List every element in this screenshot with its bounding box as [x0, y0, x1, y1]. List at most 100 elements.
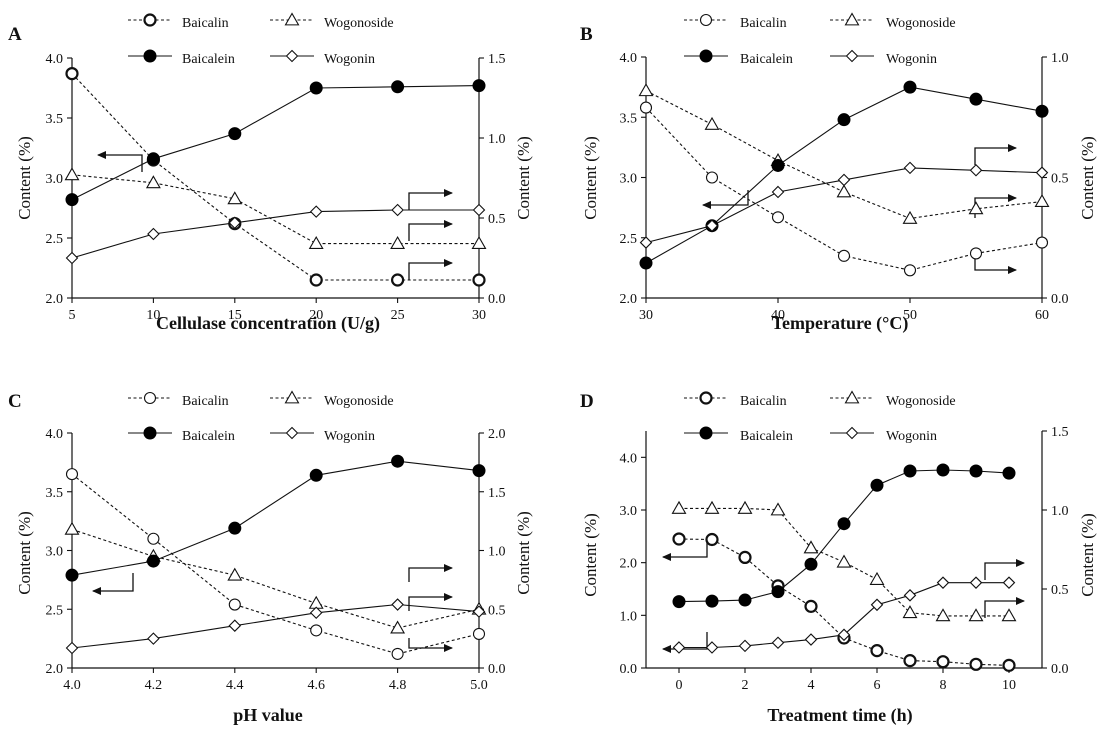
y-axis-label-right-d: Content (%) — [1078, 513, 1097, 597]
marker-wogonin — [147, 227, 160, 241]
marker-baicalin — [771, 211, 785, 224]
series-line-baicalin — [71, 73, 479, 281]
marker-baicalin — [147, 532, 160, 545]
marker-legend-baicalein — [143, 49, 157, 63]
marker-wogonin — [309, 606, 323, 620]
marker-wogonin — [1002, 576, 1016, 589]
marker-baicalin — [228, 598, 241, 611]
x-tick-label: 40 — [771, 308, 785, 323]
marker-wogonin — [65, 251, 79, 265]
marker-wogonoside — [145, 175, 161, 189]
legend-label: Wogonin — [324, 52, 375, 67]
marker-wogonoside — [390, 235, 406, 250]
legend-label: Baicalein — [740, 429, 793, 444]
marker-legend-wogonin — [845, 426, 859, 440]
marker-baicalein — [1035, 104, 1049, 118]
x-tick-label: 30 — [472, 308, 486, 323]
y-tick-label-left: 2.5 — [46, 232, 64, 247]
marker-wogonin — [705, 641, 719, 654]
marker-baicalein — [738, 593, 752, 607]
panel-label-c: C — [8, 391, 22, 412]
y-tick-label-left: 2.5 — [620, 232, 638, 247]
marker-baicalin — [65, 66, 79, 81]
series-line-wogonoside — [645, 90, 1043, 220]
y-axis-label-left-a: Content (%) — [15, 136, 34, 220]
y-axis-label-left-b: Content (%) — [581, 136, 600, 220]
right-axis-arrow — [408, 220, 453, 241]
marker-wogonin — [391, 598, 404, 611]
marker-wogonin — [391, 203, 404, 217]
y-tick-label-left: 3.5 — [46, 112, 64, 127]
marker-wogonin — [472, 203, 486, 217]
y-axis-label-right-b: Content (%) — [1078, 136, 1097, 220]
marker-wogonin — [969, 576, 983, 589]
marker-baicalein — [65, 568, 79, 582]
marker-baicalein — [146, 152, 160, 166]
marker-legend-wogonoside — [844, 12, 860, 26]
marker-baicalein — [903, 80, 917, 94]
marker-legend-baicalin — [699, 391, 713, 405]
marker-wogonoside — [869, 571, 885, 585]
legend-label: Baicalin — [182, 16, 229, 31]
left-axis-arrow — [702, 190, 749, 209]
marker-baicalein — [705, 594, 719, 608]
marker-wogonoside — [836, 184, 852, 198]
marker-wogonoside — [935, 608, 951, 622]
marker-baicalein — [65, 193, 79, 207]
marker-wogonin — [672, 641, 686, 654]
series-line-baicalein — [71, 460, 480, 576]
panel-a: A Baicalin Wogonoside Baicalein Wogonin … — [8, 16, 533, 334]
marker-wogonin — [639, 236, 653, 249]
marker-baicalein — [391, 80, 405, 94]
legend-label: Wogonin — [886, 429, 937, 444]
legend-a: Baicalin Wogonoside Baicalein Wogonin — [182, 16, 394, 67]
y-axis-label-left-c: Content (%) — [15, 511, 34, 595]
x-tick-label: 2 — [742, 678, 749, 693]
marker-wogonoside — [968, 201, 984, 215]
marker-baicalin — [903, 654, 917, 668]
marker-baicalin — [969, 657, 983, 671]
marker-baicalein — [309, 468, 323, 482]
marker-baicalein — [804, 557, 818, 571]
x-axis-label-d: Treatment time (h) — [767, 705, 912, 726]
y-axis-label-left-d: Content (%) — [581, 513, 600, 597]
y-tick-label-right: 0.0 — [1051, 662, 1069, 677]
marker-wogonin — [705, 219, 719, 232]
marker-baicalein — [771, 158, 785, 172]
marker-baicalein — [472, 79, 486, 93]
legend-d: Baicalin Wogonoside Baicalein Wogonin — [740, 394, 956, 444]
marker-baicalin — [837, 249, 851, 262]
x-tick-label: 5 — [69, 308, 76, 323]
marker-wogonin — [228, 619, 242, 632]
x-tick-label: 8 — [940, 678, 947, 693]
marker-wogonin — [903, 589, 917, 602]
marker-wogonoside — [836, 554, 852, 568]
x-axis-label-b: Temperature (°C) — [772, 313, 909, 334]
marker-wogonoside — [1034, 193, 1050, 208]
plot-d: 0 2 4 6 8 10 0.0 1.0 2.0 3.0 4.0 0.0 0.5 1.0 1.5 — [620, 390, 1069, 693]
x-tick-label: 20 — [309, 308, 323, 323]
legend-b: Baicalin Wogonoside Baicalein Wogonin — [740, 16, 956, 67]
y-tick-label-right: 1.5 — [488, 52, 506, 67]
x-tick-label: 10 — [1002, 678, 1016, 693]
marker-wogonoside — [704, 500, 720, 514]
y-tick-label-left: 2.0 — [46, 292, 64, 307]
y-tick-label-left: 3.0 — [620, 172, 638, 187]
panel-c: C Baicalin Wogonoside Baicalein Wogonin … — [8, 391, 533, 725]
marker-legend-baicalein — [699, 426, 713, 440]
x-axis-label-a: Cellulase concentration (U/g) — [156, 313, 380, 334]
legend-label: Baicalein — [182, 52, 235, 67]
y-tick-label-right: 2.0 — [488, 427, 506, 442]
x-axis-label-c: pH value — [233, 705, 303, 725]
legend-label: Baicalin — [182, 394, 229, 409]
marker-baicalin — [936, 655, 950, 669]
y-tick-label-left: 2.5 — [46, 603, 64, 618]
marker-wogonoside — [638, 83, 654, 97]
y-tick-label-right: 0.0 — [488, 292, 506, 307]
marker-wogonoside — [704, 116, 720, 130]
series-line-wogonoside — [71, 174, 479, 245]
left-axis-arrow — [662, 632, 708, 653]
y-tick-label-right: 0.5 — [1051, 172, 1069, 187]
marker-wogonin — [870, 598, 884, 612]
